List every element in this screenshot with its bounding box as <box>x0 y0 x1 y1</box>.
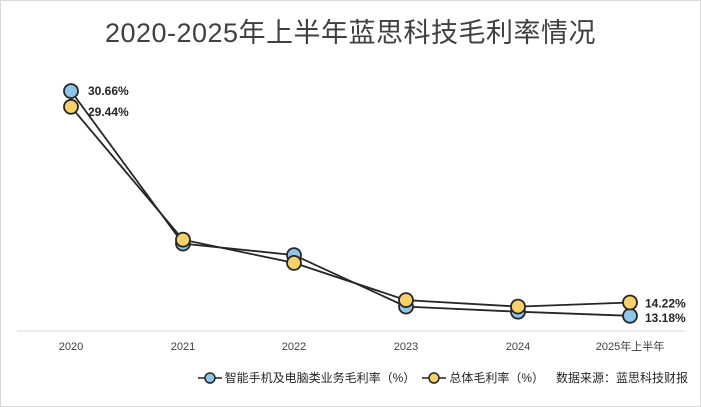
point-series-2-1 <box>175 231 191 248</box>
data-label-series-2-first: 29.44% <box>88 105 129 119</box>
x-tick-label-3: 2023 <box>394 341 418 353</box>
x-tick-label-5: 2025年上半年 <box>596 339 664 353</box>
legend: 智能手机及电脑类业务毛利率（%） 总体毛利率（%） 数据来源：蓝思科技财报 <box>1 369 700 386</box>
x-tick-label-4: 2024 <box>506 341 530 353</box>
point-series-1-5 <box>622 307 638 324</box>
data-label-series-1-last: 13.18% <box>645 311 686 325</box>
point-series-2-4 <box>510 298 526 315</box>
data-label-series-1-first: 30.66% <box>88 84 129 98</box>
line-chart: 2020 2021 2022 2023 2024 2025年上半年 30.66% 29.44%… <box>17 83 686 353</box>
legend-swatch-series-2 <box>422 371 447 384</box>
x-tick-label-1: 2021 <box>171 341 195 353</box>
data-source: 数据来源：蓝思科技财报 <box>555 371 688 385</box>
chart-title: 2020-2025年上半年蓝思科技毛利率情况 <box>104 18 597 48</box>
point-series-2-3 <box>398 292 414 309</box>
data-label-series-2-last: 14.22% <box>645 296 686 310</box>
point-series-2-0 <box>63 98 79 115</box>
legend-swatch-series-1 <box>197 371 222 384</box>
point-series-1-0 <box>63 83 79 99</box>
x-tick-label-0: 2020 <box>59 341 83 353</box>
legend-item-series-1: 智能手机及电脑类业务毛利率（%） <box>197 369 416 386</box>
point-series-2-2 <box>286 254 302 271</box>
legend-label-series-1: 智能手机及电脑类业务毛利率（%） <box>224 371 416 385</box>
legend-label-series-2: 总体毛利率（%） <box>449 371 544 385</box>
x-tick-label-2: 2022 <box>282 341 306 353</box>
legend-item-series-2: 总体毛利率（%） <box>421 369 544 386</box>
series-line-2 <box>70 106 631 308</box>
point-series-2-5 <box>622 294 638 311</box>
